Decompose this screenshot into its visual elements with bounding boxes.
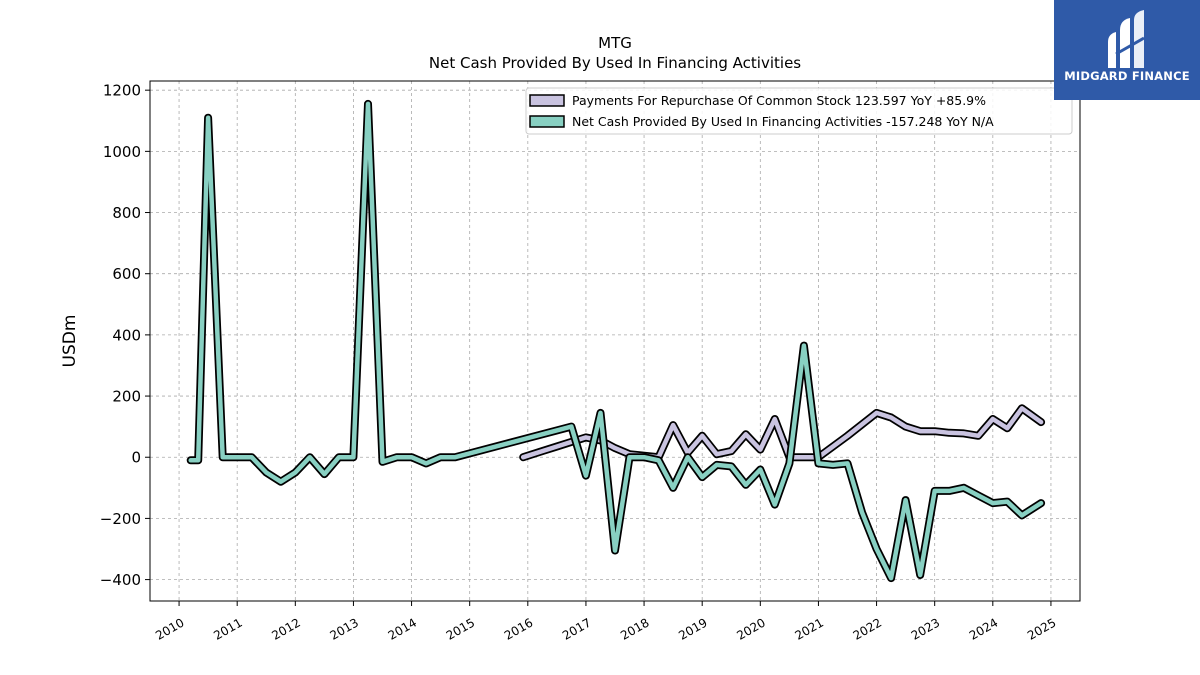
x-tick-label: 2022 xyxy=(851,615,884,642)
chart-title: MTG xyxy=(598,34,632,52)
x-tick-label: 2025 xyxy=(1025,615,1058,642)
y-tick-label: −400 xyxy=(100,571,141,589)
legend-label-financing: Net Cash Provided By Used In Financing A… xyxy=(572,114,994,129)
plot-frame xyxy=(149,80,1081,602)
x-tick-label: 2020 xyxy=(734,615,767,642)
brand-mark-icon xyxy=(1108,10,1145,68)
x-tick-label: 2017 xyxy=(560,615,593,642)
y-axis-label: USDm xyxy=(60,315,80,368)
series-outline-1 xyxy=(186,99,1046,583)
x-tick-label: 2019 xyxy=(676,615,709,642)
x-tick-label: 2010 xyxy=(153,615,186,642)
y-tick-label: 800 xyxy=(112,204,141,222)
legend-box xyxy=(525,87,1073,135)
y-tick-label: −200 xyxy=(100,510,141,528)
x-tick-label: 2013 xyxy=(327,615,360,642)
brand-logo: MIDGARD FINANCE xyxy=(1054,0,1200,100)
y-tick-label: 1000 xyxy=(103,143,141,161)
x-tick-label: 2024 xyxy=(967,615,1000,642)
x-tick-label: 2012 xyxy=(269,615,302,642)
legend-swatch-financing xyxy=(529,115,565,128)
y-tick-label: 1200 xyxy=(103,82,141,100)
y-tick-label: 200 xyxy=(112,388,141,406)
x-tick-label: 2011 xyxy=(211,615,244,642)
series-lines xyxy=(186,99,1046,583)
y-tick-label: 0 xyxy=(131,449,141,467)
legend-swatch-repurchase xyxy=(529,94,565,107)
y-tick-label: 400 xyxy=(112,326,141,344)
legend-label-repurchase: Payments For Repurchase Of Common Stock … xyxy=(572,93,986,108)
x-tick-label: 2023 xyxy=(909,615,942,642)
series-line-1 xyxy=(188,101,1044,581)
x-tick-label: 2014 xyxy=(386,615,419,642)
x-tick-label: 2016 xyxy=(502,615,535,642)
x-tick-label: 2015 xyxy=(444,615,477,642)
y-tick-label: 600 xyxy=(112,265,141,283)
brand-name: MIDGARD FINANCE xyxy=(1064,69,1190,83)
legend: Payments For Repurchase Of Common Stock … xyxy=(525,87,1073,135)
x-tick-label: 2021 xyxy=(792,615,825,642)
chart-subtitle: Net Cash Provided By Used In Financing A… xyxy=(429,54,801,72)
x-tick-label: 2018 xyxy=(618,615,651,642)
